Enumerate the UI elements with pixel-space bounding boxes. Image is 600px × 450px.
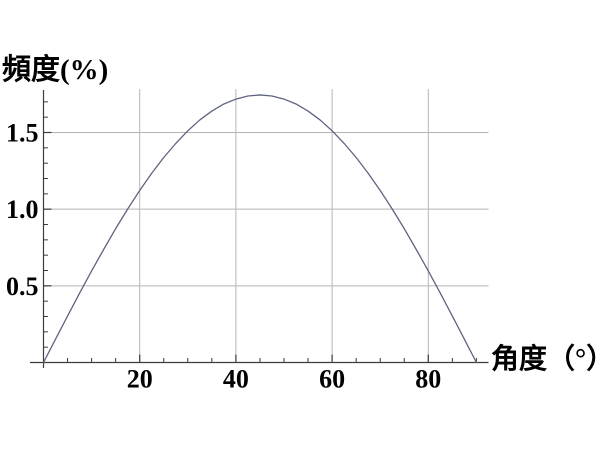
y-tick-label: 1.5: [6, 119, 39, 148]
x-tick-label: 60: [319, 365, 345, 394]
x-tick-label: 80: [415, 365, 441, 394]
series-curve: [42, 94, 478, 364]
y-tick-label: 0.5: [6, 272, 39, 301]
x-tick-label: 20: [127, 365, 153, 394]
x-tick-label: 40: [223, 365, 249, 394]
y-tick-label: 1.0: [6, 195, 39, 224]
y-axis-title: 頻度(%): [2, 54, 109, 86]
x-axis-title: 角度（°）: [491, 344, 600, 375]
